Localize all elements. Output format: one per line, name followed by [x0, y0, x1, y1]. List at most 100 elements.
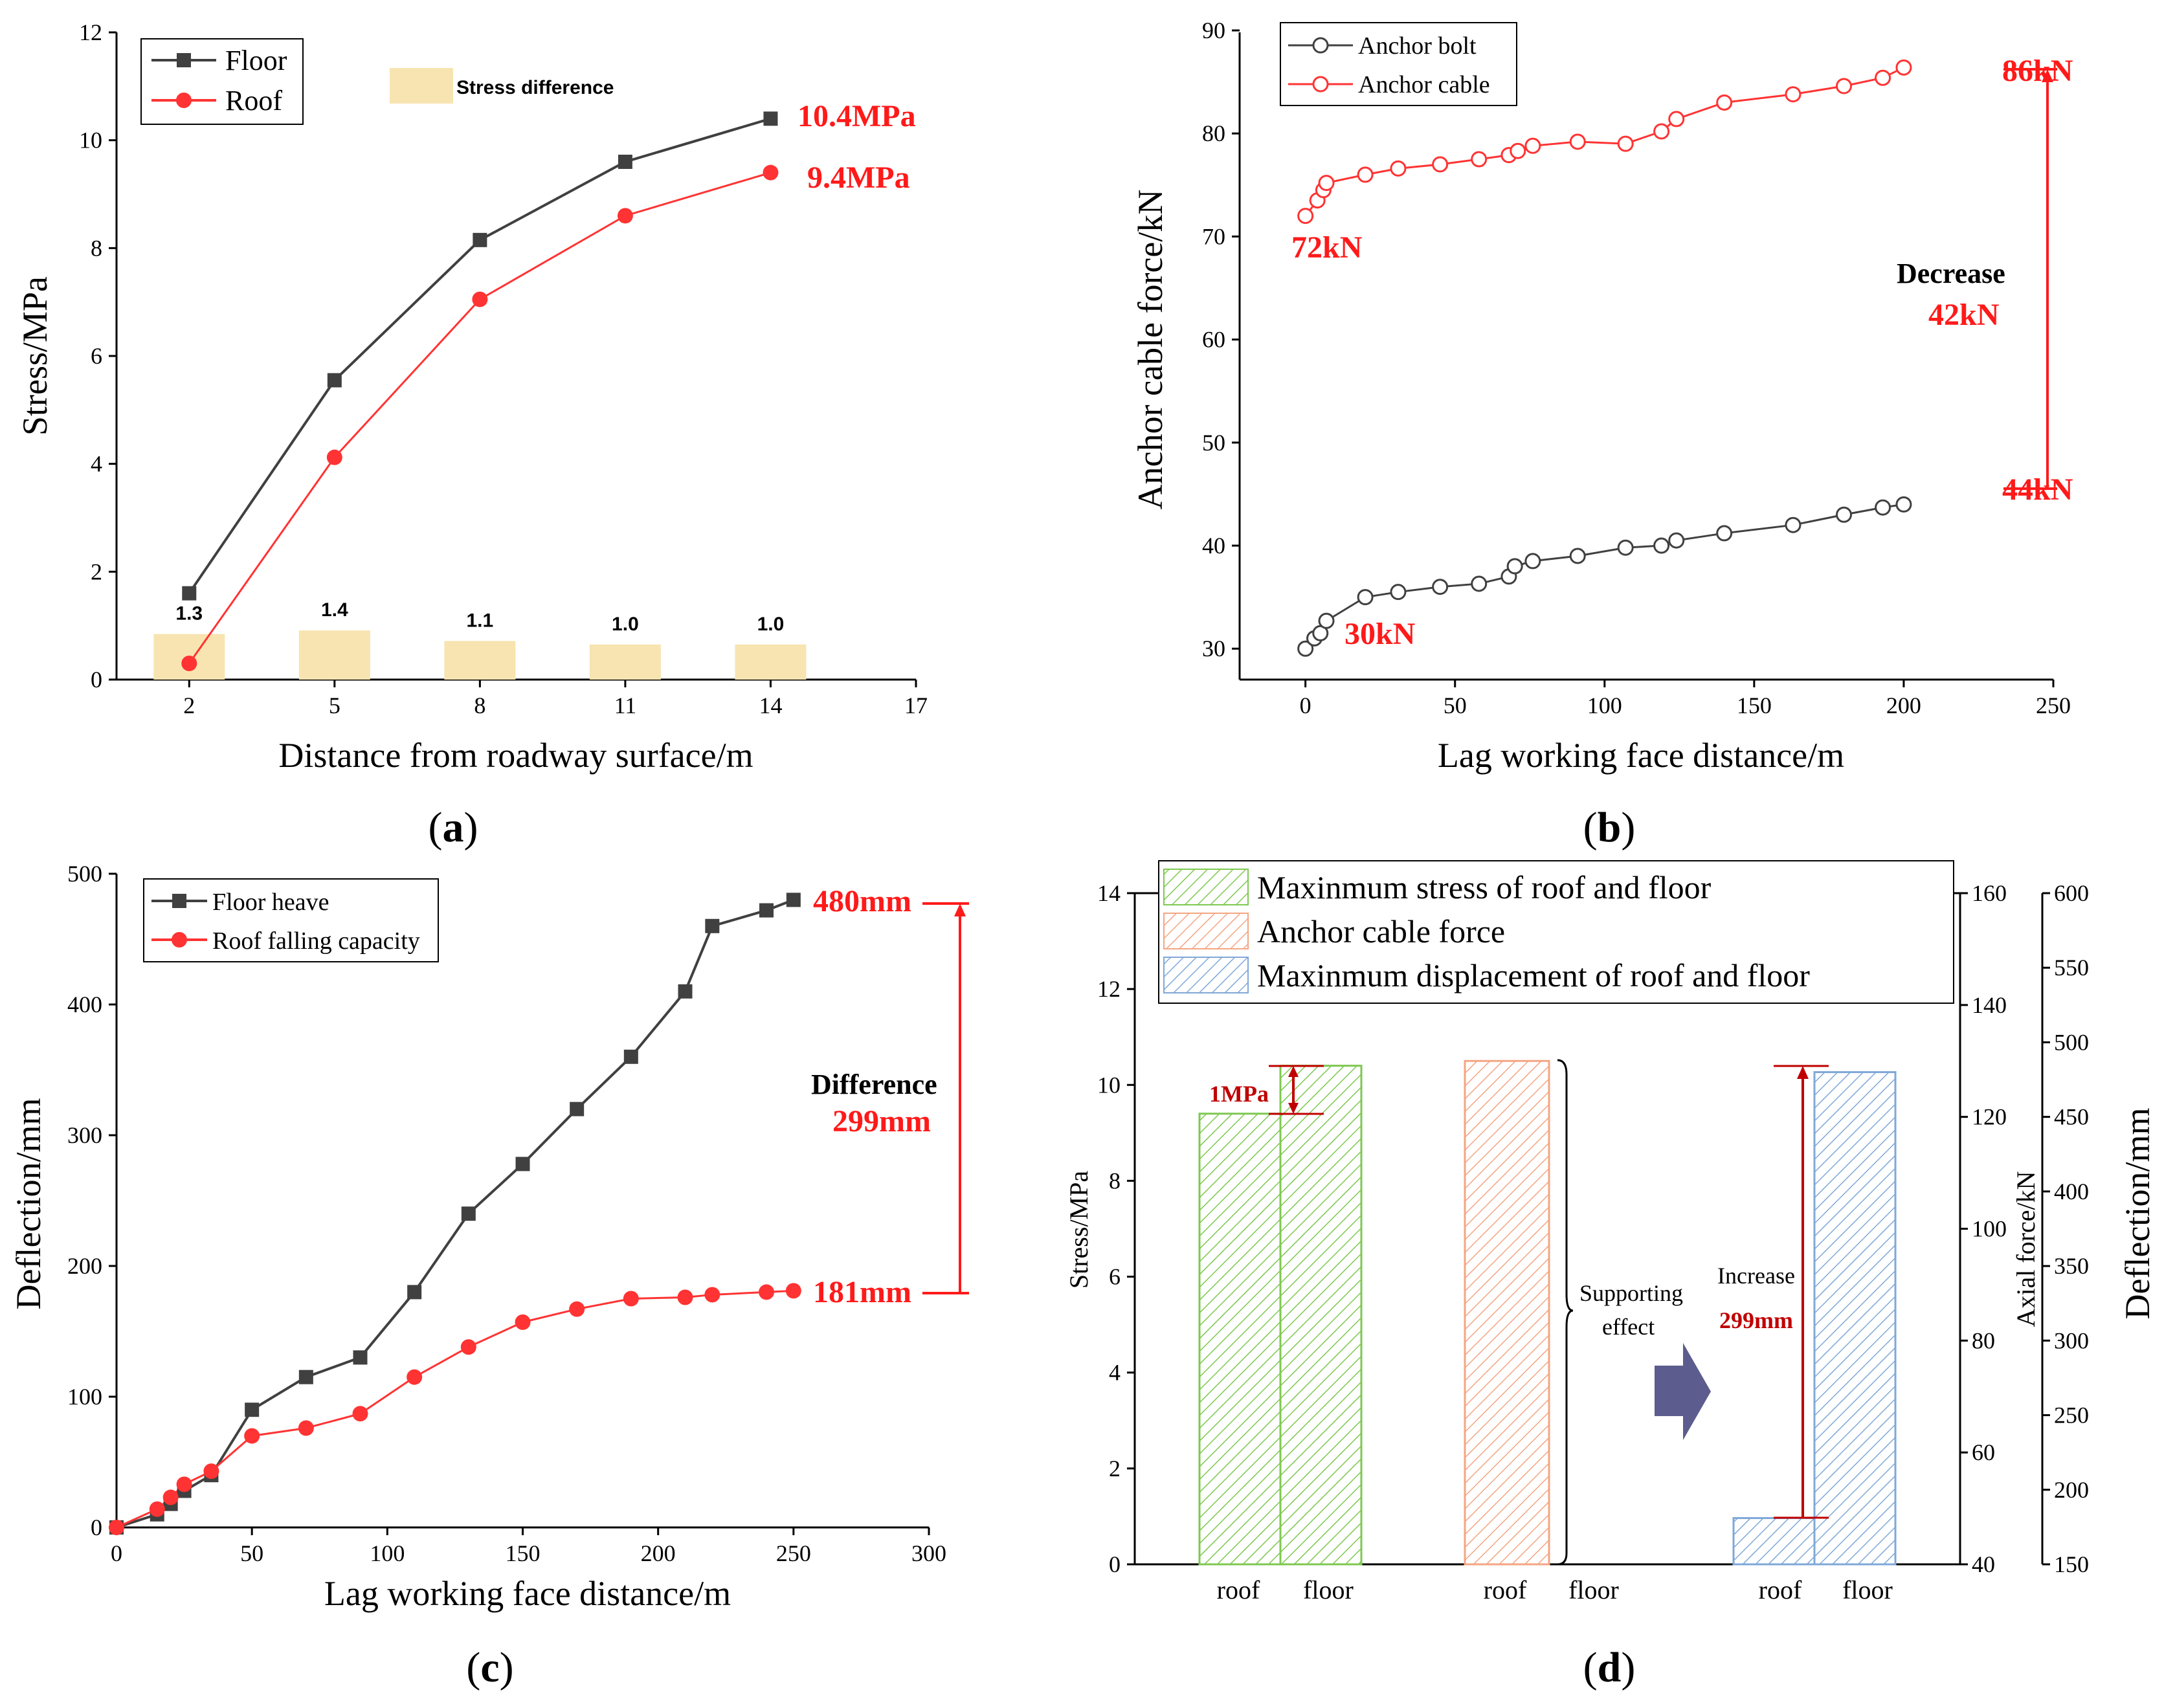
- panel-d-cat-floor-3: floor: [1842, 1575, 1893, 1604]
- panel-b-decrease-bracket: [2003, 68, 2057, 490]
- panel-d-mid-ytick-label: 100: [1972, 1216, 2007, 1242]
- stress-roof-bar: [1198, 1113, 1282, 1566]
- panel-d-caption: (d): [1583, 1644, 1636, 1691]
- panel-b-ytick-label: 30: [1202, 636, 1225, 661]
- anchor-bolt-point: [1785, 516, 1801, 533]
- panel-b-ytick-label: 80: [1202, 120, 1225, 146]
- floor-heave-point: [786, 893, 801, 907]
- legend-roof-falling-label: Roof falling capacity: [212, 927, 420, 955]
- floor-heave-point: [353, 1350, 368, 1365]
- panel-c-xtick-label: 50: [240, 1540, 263, 1566]
- panel-b-cable-end-label: 86kN: [2002, 54, 2073, 88]
- anchor-bolt-point: [1297, 640, 1314, 657]
- panel-a-xtick-label: 5: [329, 693, 340, 718]
- panel-a-xtick-label: 2: [183, 693, 195, 718]
- panel-c-ytick-label: 0: [91, 1514, 102, 1540]
- panel-a-xlabel: Distance from roadway surface/m: [278, 736, 753, 775]
- roof-falling-point: [569, 1301, 585, 1317]
- stress-difference-bar: [589, 644, 661, 680]
- anchor-cable-point: [1297, 208, 1314, 225]
- panel-c-xtick-label: 150: [506, 1540, 541, 1566]
- panel-d-right-ytick-label: 400: [2054, 1179, 2089, 1204]
- anchor-cable-point: [1510, 142, 1526, 159]
- legend-bolt-marker: [1312, 37, 1329, 54]
- panel-a-ytick-label: 4: [91, 451, 102, 477]
- legend-floor-heave-label: Floor heave: [212, 889, 329, 916]
- legend-cable-force-swatch: [1163, 913, 1249, 949]
- panel-c-caption: (c): [466, 1644, 513, 1691]
- panel-b-xtick-label: 50: [1444, 693, 1467, 718]
- panel-c-legend: Floor heave Roof falling capacity: [143, 878, 439, 962]
- roof-falling-point: [623, 1291, 639, 1307]
- floor-heave-point: [759, 903, 774, 918]
- panel-a-ytick-label: 0: [91, 667, 102, 693]
- anchor-bolt-point: [1569, 548, 1586, 564]
- panel-b-legend: Anchor bolt Anchor cable: [1280, 22, 1517, 106]
- panel-b-frame: [1238, 32, 2053, 681]
- panel-d-support-brace: [1557, 1059, 1574, 1566]
- panel-d-increase-value: 299mm: [1719, 1307, 1793, 1333]
- panel-d-left-ytick-label: 2: [1109, 1456, 1121, 1481]
- anchor-cable-point: [1471, 151, 1488, 168]
- stress-floor-bar: [1279, 1065, 1363, 1566]
- panel-b-ytick-label: 90: [1202, 17, 1225, 43]
- legend-cable-force-label: Anchor cable force: [1257, 913, 1505, 949]
- panel-b-decrease-value: 42kN: [1928, 298, 2000, 332]
- floor-heave-point: [623, 1049, 638, 1064]
- legend-stress-label: Maxinmum stress of roof and floor: [1257, 869, 1712, 905]
- legend-cable-label: Anchor cable: [1358, 71, 1490, 98]
- anchor-cable-force-bar: [1464, 1059, 1550, 1566]
- panel-d-cat-floor-1: floor: [1303, 1575, 1354, 1604]
- panel-d-increase-label: Increase: [1717, 1263, 1795, 1289]
- panel-d-cat-roof-1: roof: [1217, 1575, 1260, 1604]
- panel-c-xtick-label: 200: [641, 1540, 676, 1566]
- roof-falling-point: [298, 1420, 314, 1436]
- panel-a-ytick-label: 8: [91, 235, 102, 261]
- displacement-floor-bar: [1813, 1071, 1897, 1566]
- anchor-cable-point: [1785, 86, 1801, 103]
- stress-difference-label: Stress difference: [456, 77, 614, 98]
- panel-d-left-ytick-label: 14: [1097, 880, 1121, 906]
- anchor-cable-point: [1836, 78, 1853, 94]
- panel-a-xtick-label: 8: [474, 693, 485, 718]
- panel-b-decrease-label: Decrease: [1897, 258, 2005, 289]
- roof-falling-point: [352, 1406, 368, 1422]
- panel-d-ylabel-right: Deflection/mm: [2118, 1108, 2157, 1320]
- panel-d-cat-floor-2: floor: [1568, 1575, 1619, 1604]
- panel-c-difference-bracket: [922, 902, 969, 1294]
- floor-heave-point: [461, 1206, 476, 1221]
- panel-d-ylabel-mid: Axial force/kN: [2011, 1171, 2040, 1327]
- stress-difference-value: 1.1: [467, 610, 494, 631]
- panel-a-ylabel: Stress/MPa: [16, 276, 54, 436]
- panel-a-legend: Floor Roof: [140, 38, 304, 125]
- floor-heave-point: [515, 1157, 530, 1171]
- legend-floor-marker: [177, 53, 191, 67]
- panel-b-ytick-label: 50: [1202, 430, 1225, 456]
- anchor-cable-point: [1318, 175, 1335, 192]
- panel-d-mid-ytick-label: 120: [1972, 1104, 2007, 1130]
- floor-heave-point: [407, 1285, 422, 1300]
- panel-d-support-line2: effect: [1602, 1314, 1655, 1340]
- stress-difference-bar: [444, 641, 516, 680]
- panel-c-ytick-label: 100: [67, 1384, 102, 1410]
- panel-b-ytick-label: 70: [1202, 223, 1225, 249]
- anchor-cable-point: [1653, 123, 1670, 140]
- floor-point: [327, 373, 342, 388]
- roof-falling-point: [460, 1339, 476, 1355]
- roof-point: [617, 208, 633, 224]
- panel-d-left-ytick-label: 12: [1097, 976, 1121, 1002]
- panel-d-mid-ytick-label: 60: [1972, 1439, 1995, 1465]
- panel-d-right-ytick-label: 300: [2054, 1327, 2089, 1353]
- panel-d-mid-ytick-label: 140: [1972, 992, 2007, 1018]
- panel-a-xtick-label: 17: [904, 693, 928, 718]
- anchor-cable-point: [1569, 133, 1586, 150]
- panel-c-ytick-label: 300: [67, 1122, 102, 1148]
- roof-falling-point: [162, 1489, 179, 1505]
- panel-d-stress-diff-label: 1MPa: [1209, 1081, 1269, 1107]
- panel-c: 0 50 100 150 200 250 300 0 100 200 300 400 500 Lag w…: [9, 861, 969, 1691]
- panel-c-ytick-label: 200: [67, 1253, 102, 1279]
- panel-d-right-ytick-label: 600: [2054, 880, 2089, 906]
- panel-d-right-ytick-label: 450: [2054, 1104, 2089, 1130]
- panel-c-difference-label: Difference: [811, 1069, 937, 1100]
